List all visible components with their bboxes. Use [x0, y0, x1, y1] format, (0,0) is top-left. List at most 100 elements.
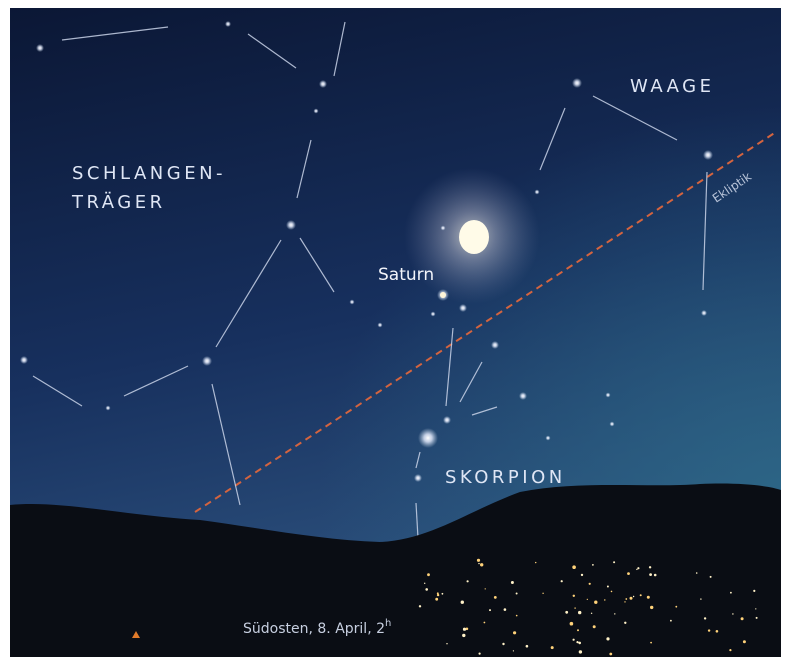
- star: [572, 78, 582, 88]
- page: WAAGE SCHLANGEN- TRÄGER Saturn SKORPION …: [0, 0, 791, 667]
- city-light: [614, 613, 615, 614]
- star: [431, 312, 436, 317]
- saturn: [440, 292, 446, 298]
- city-light: [442, 593, 444, 595]
- city-light: [607, 586, 609, 588]
- city-light: [565, 611, 568, 614]
- city-light: [650, 606, 653, 609]
- city-light: [589, 583, 591, 585]
- city-light: [624, 601, 625, 602]
- city-light: [446, 643, 447, 644]
- city-light: [484, 622, 486, 624]
- city-light: [578, 642, 581, 645]
- city-light: [625, 598, 627, 600]
- constellation-label: TRÄGER: [71, 192, 166, 213]
- star: [378, 323, 383, 328]
- city-light: [611, 591, 613, 593]
- sky-illustration: WAAGE SCHLANGEN- TRÄGER Saturn SKORPION …: [0, 0, 791, 667]
- city-light: [729, 649, 731, 651]
- star: [319, 80, 327, 88]
- city-light: [650, 642, 652, 644]
- star: [414, 474, 422, 482]
- city-light: [427, 573, 430, 576]
- caption-superscript: h: [385, 618, 391, 629]
- city-light: [609, 653, 612, 656]
- moon: [459, 220, 489, 254]
- city-light: [613, 561, 615, 563]
- star: [546, 436, 551, 441]
- city-light: [587, 599, 588, 600]
- city-light: [604, 599, 605, 600]
- city-light: [636, 569, 637, 570]
- constellation-label: WAAGE: [630, 76, 714, 97]
- city-light: [502, 643, 504, 645]
- star: [610, 422, 615, 427]
- city-light: [708, 629, 710, 631]
- city-light: [572, 565, 576, 569]
- city-light: [640, 594, 642, 596]
- star: [225, 21, 231, 27]
- star: [202, 356, 212, 366]
- city-light: [513, 650, 514, 651]
- city-light: [551, 646, 554, 649]
- city-light: [494, 596, 497, 599]
- city-light: [424, 583, 425, 584]
- star: [350, 300, 355, 305]
- city-light: [630, 597, 633, 600]
- star: [701, 310, 707, 316]
- city-light: [732, 613, 733, 614]
- city-light: [542, 593, 543, 594]
- city-light: [704, 617, 706, 619]
- city-light: [675, 606, 677, 608]
- city-light: [419, 605, 421, 607]
- city-light: [526, 645, 529, 648]
- city-light: [591, 613, 592, 614]
- city-light: [573, 595, 575, 597]
- city-light: [756, 617, 758, 619]
- city-light: [462, 634, 465, 637]
- city-light: [477, 559, 480, 562]
- star: [519, 392, 527, 400]
- star: [535, 190, 540, 195]
- city-light: [466, 628, 469, 631]
- city-light: [478, 563, 479, 564]
- planet-label: Saturn: [378, 265, 434, 285]
- star: [314, 109, 319, 114]
- constellation-label: SKORPION: [445, 467, 566, 488]
- city-light: [576, 641, 578, 643]
- city-light: [637, 567, 639, 569]
- city-light: [654, 574, 657, 577]
- city-light: [570, 622, 574, 626]
- city-light: [574, 607, 575, 608]
- city-light: [606, 637, 609, 640]
- city-light: [696, 572, 698, 574]
- city-light: [516, 593, 518, 595]
- city-light: [463, 628, 466, 631]
- star: [441, 226, 446, 231]
- city-light: [513, 631, 516, 634]
- city-light: [561, 580, 563, 582]
- city-light: [516, 615, 518, 617]
- city-light: [573, 639, 575, 641]
- star: [459, 304, 467, 312]
- city-light: [593, 625, 596, 628]
- city-light: [504, 608, 507, 611]
- city-light: [670, 620, 672, 622]
- city-light: [467, 580, 469, 582]
- city-light: [594, 601, 597, 604]
- city-light: [647, 596, 650, 599]
- star: [703, 150, 713, 160]
- city-light: [649, 566, 651, 568]
- city-light: [461, 601, 464, 604]
- city-light: [710, 576, 712, 578]
- star: [606, 393, 611, 398]
- star: [106, 406, 111, 411]
- constellation-label: SCHLANGEN-: [72, 163, 226, 184]
- city-light: [743, 640, 746, 643]
- star: [20, 356, 28, 364]
- city-light: [435, 598, 438, 601]
- caption: Südosten, 8. April, 2h: [243, 618, 391, 637]
- city-light: [579, 650, 582, 653]
- city-light: [755, 608, 756, 609]
- city-light: [489, 609, 491, 611]
